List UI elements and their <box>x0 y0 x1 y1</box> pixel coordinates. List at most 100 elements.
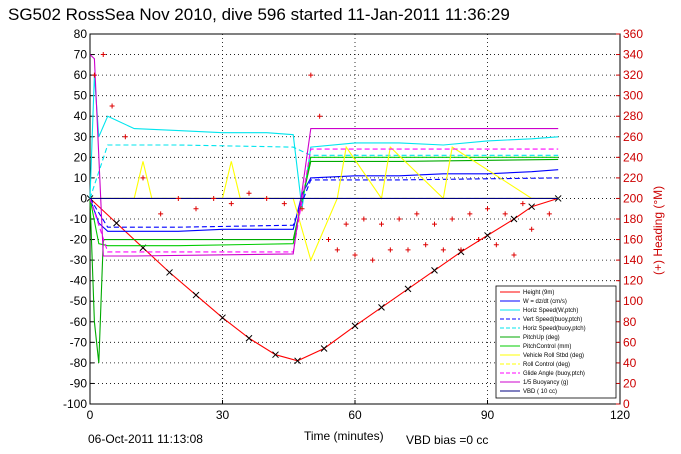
x-tick-label: 90 <box>481 408 495 422</box>
legend-label: Vehicle Roll Stbd (deg) <box>523 353 584 359</box>
heading-point <box>432 221 437 227</box>
heading-point <box>458 247 464 253</box>
heading-point <box>228 201 234 207</box>
heading-point <box>326 237 331 243</box>
legend-label: PitchControl (mm) <box>523 344 571 350</box>
legend-label: Height (9m) <box>523 290 554 296</box>
y-tick-label: -80 <box>70 356 88 370</box>
y-tick-label: -100 <box>63 397 87 411</box>
heading-point <box>158 211 164 217</box>
height-9m-marker <box>320 345 328 352</box>
heading-point <box>485 206 490 212</box>
legend-label: Vert Speed(buoy,ptch) <box>523 317 582 323</box>
heading-point <box>493 242 499 248</box>
heading-point <box>529 226 535 232</box>
footer-vbd-bias: VBD bias =0 cc <box>406 433 488 447</box>
heading-point <box>476 237 482 243</box>
heading-point <box>449 216 455 222</box>
heading-point <box>175 195 181 201</box>
height-9m-marker <box>378 304 385 311</box>
y2-tick-label: 340 <box>623 48 643 62</box>
y2-tick-label: 100 <box>623 294 643 308</box>
legend-label: PitchUp (deg) <box>523 335 560 341</box>
heading-point <box>396 216 402 222</box>
y2-tick-label: 360 <box>623 27 643 41</box>
vehicle-roll-stbd-deg-line <box>90 145 559 262</box>
w-dz-dt-cm-s-line <box>89 169 559 232</box>
y2-tick-label: 80 <box>623 315 637 329</box>
horiz-speed-w-ptch-line <box>89 75 559 209</box>
y-tick-label: 80 <box>74 27 88 41</box>
y-tick-label: -90 <box>70 376 88 390</box>
pitchcontrol-mm-line <box>89 156 559 247</box>
height-9m-marker <box>272 351 279 359</box>
y2-tick-label: 280 <box>623 109 643 123</box>
x-tick-label: 0 <box>87 408 94 422</box>
height-9m-marker <box>431 267 438 274</box>
heading-point <box>440 247 446 253</box>
y2-tick-label: 60 <box>623 335 637 349</box>
x-tick-label: 30 <box>216 408 230 422</box>
pitchup-deg-line <box>89 158 559 363</box>
heading-point <box>308 72 314 78</box>
legend-label: VBD ( 10 cc) <box>523 389 557 395</box>
y-tick-label: -20 <box>70 233 88 247</box>
y2-tick-label: 20 <box>623 376 637 390</box>
y-tick-label: -10 <box>70 212 88 226</box>
heading-point <box>343 221 349 227</box>
heading-point <box>109 103 115 109</box>
heading-point <box>193 206 199 212</box>
y2-tick-label: 260 <box>623 130 643 144</box>
x-tick-label: 60 <box>348 408 362 422</box>
left-axis: 80 70 60 50 40 30 20 10 0 -10 -20 -30 -40 -50 -60 -70 -8… <box>63 27 94 411</box>
height-9m-marker <box>404 285 412 293</box>
heading-point <box>414 211 420 217</box>
legend-label: Glide Angle (buoy,ptch) <box>523 371 585 377</box>
height-9m-marker <box>166 269 173 276</box>
footer-timestamp: 06-Oct-2011 11:13:08 <box>88 432 203 446</box>
y-tick-label: -60 <box>70 315 88 329</box>
y-tick-label: 20 <box>74 150 88 164</box>
x-tick-label: 120 <box>610 408 630 422</box>
legend: Height (9m) W = dz/dt (cm/s) Horiz Speed(W… <box>495 285 617 399</box>
height-9m-marker <box>510 215 518 223</box>
y-tick-label: -30 <box>70 253 88 267</box>
heading-point <box>520 201 526 207</box>
y2-tick-label: 120 <box>623 274 643 288</box>
y-tick-label: 40 <box>74 109 88 123</box>
y2-tick-label: 200 <box>623 191 643 205</box>
heading-point <box>100 52 106 58</box>
heading-point <box>352 252 358 258</box>
heading-point <box>246 190 252 196</box>
legend-label: 1/5 Buoyancy (g) <box>523 380 568 386</box>
bottom-axis: 0 30 60 90 120 <box>87 400 630 422</box>
vert-speed-buoy-ptch-line <box>89 177 559 228</box>
height-9m-line <box>89 197 559 362</box>
right-axis-label: (+) Heading (°M) <box>651 186 665 275</box>
heading-point <box>546 211 552 217</box>
height-9m-marker <box>192 291 200 299</box>
height-9m-marker <box>245 334 253 342</box>
y-tick-label: 50 <box>74 89 88 103</box>
1-5-buoyancy-g-line <box>89 54 559 257</box>
heading-point <box>405 247 411 253</box>
heading-point <box>502 211 508 217</box>
heading-point <box>140 175 146 181</box>
heading-point <box>370 257 376 263</box>
height-9m-marker <box>219 314 226 322</box>
y-tick-label: 10 <box>74 171 88 185</box>
y-tick-label: 30 <box>74 130 88 144</box>
height-9m-marker <box>294 357 301 365</box>
heading-point <box>467 211 473 217</box>
y2-tick-label: 160 <box>623 233 643 247</box>
y2-tick-label: 140 <box>623 253 643 267</box>
y2-tick-label: 240 <box>623 150 643 164</box>
horiz-speed-buoy-ptch-line <box>89 144 559 199</box>
height-9m-marker <box>528 203 536 211</box>
height-9m-marker <box>113 219 120 227</box>
y2-tick-label: 300 <box>623 89 643 103</box>
height-9m-marker <box>351 322 359 330</box>
y2-tick-label: 320 <box>623 68 643 82</box>
heading-point <box>299 206 305 212</box>
